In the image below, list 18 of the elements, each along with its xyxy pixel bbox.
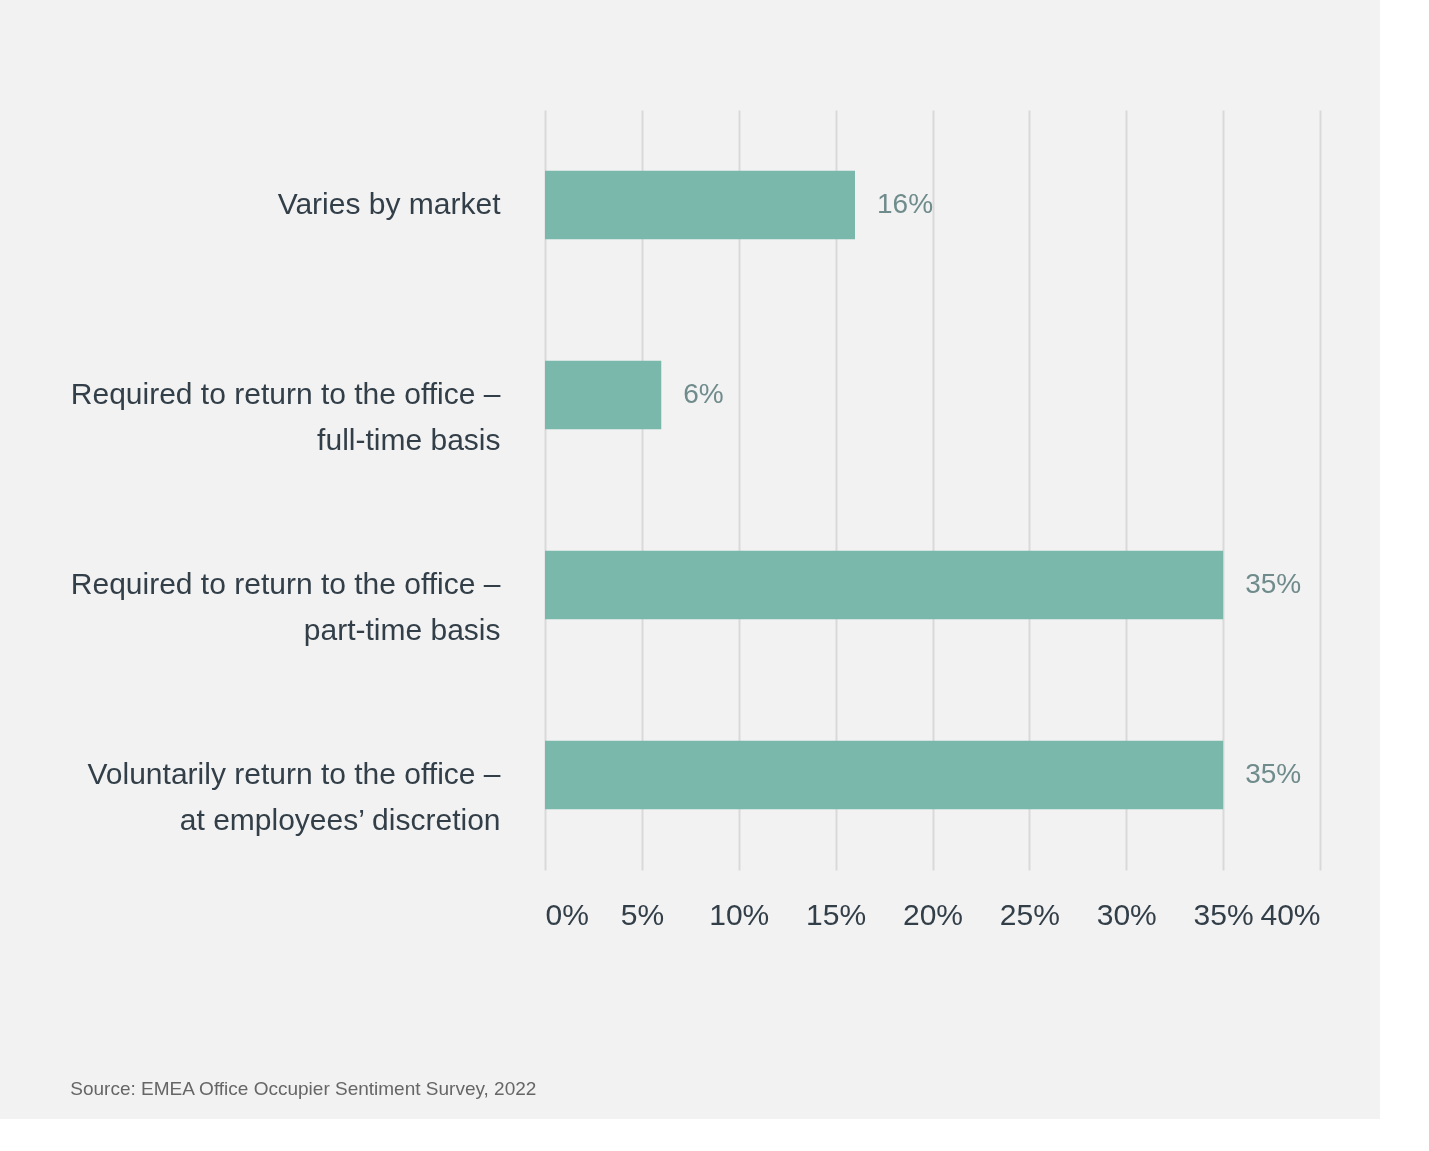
y-tick-label: Varies by market bbox=[277, 187, 502, 220]
x-tick-label: 0% bbox=[545, 897, 589, 931]
data-label: 35% bbox=[1245, 758, 1302, 789]
x-tick-label: 15% bbox=[806, 897, 867, 931]
x-tick-label: 35% bbox=[1193, 897, 1254, 931]
x-tick-label: 40% bbox=[1260, 897, 1321, 931]
y-tick-label: Required to return to the office – part-time basis bbox=[70, 567, 501, 646]
x-tick-label: 30% bbox=[1096, 897, 1157, 931]
x-tick-label: 5% bbox=[620, 897, 665, 931]
data-label: 35% bbox=[1245, 568, 1302, 599]
x-tick-label: 25% bbox=[999, 897, 1060, 931]
data-label: 16% bbox=[877, 188, 934, 219]
x-tick-label: 20% bbox=[902, 897, 964, 931]
data-label: 6% bbox=[683, 378, 724, 409]
y-tick-label: Voluntarily return to the office – at employees’ discretion bbox=[87, 757, 501, 836]
source-note: Source: EMEA Office Occupier Sentiment Survey, 2022 bbox=[70, 1078, 537, 1099]
x-tick-label: 10% bbox=[709, 897, 770, 931]
y-tick-label: Required to return to the office – full-time basis bbox=[70, 377, 501, 456]
